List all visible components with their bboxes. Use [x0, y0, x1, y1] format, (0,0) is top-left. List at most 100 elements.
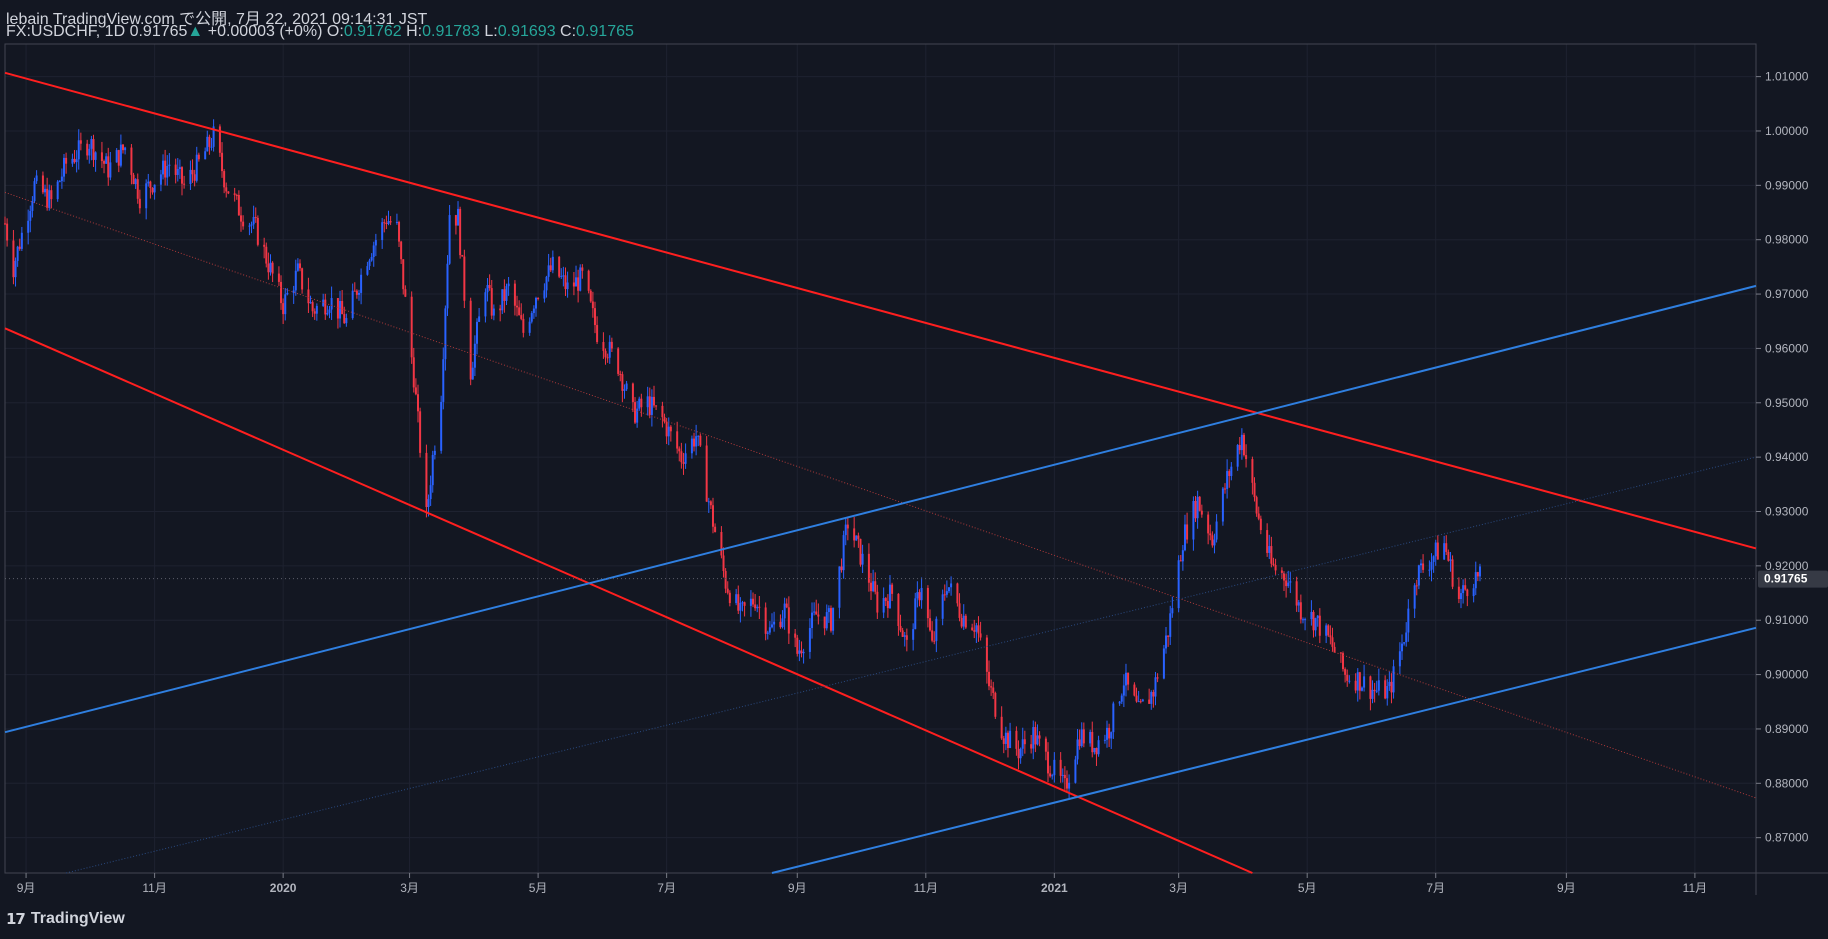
candle-body	[1474, 572, 1477, 589]
candle-body	[783, 603, 786, 619]
candle-body	[610, 341, 613, 349]
price-axis[interactable]: 1.01000 1.00000 0.99000 0.98000 0.97000 0.960…	[1756, 70, 1809, 845]
candle-body	[1401, 643, 1404, 652]
candle-body	[20, 232, 23, 249]
candle-body	[1200, 510, 1203, 515]
candle-body	[697, 435, 700, 437]
candle-body	[726, 588, 729, 593]
candle-body	[728, 592, 731, 604]
candle-body	[478, 316, 481, 322]
candle-body	[242, 221, 245, 227]
candle-body	[448, 215, 451, 264]
candle-body	[724, 571, 727, 589]
candle-body	[962, 615, 965, 627]
candle-body	[1287, 582, 1290, 587]
candle-body	[343, 314, 346, 324]
candle-body	[56, 181, 59, 200]
candle-body	[499, 308, 502, 311]
candle-body	[1377, 680, 1380, 691]
candle-body	[551, 256, 554, 271]
candle-body	[1295, 581, 1298, 606]
candle-body	[947, 587, 950, 592]
price-tick-label: 0.97000	[1765, 287, 1809, 301]
candle-body	[1015, 730, 1018, 749]
candle-body	[1124, 672, 1127, 686]
candle-body	[298, 263, 301, 269]
candle-body	[768, 627, 771, 633]
candle-body	[964, 615, 967, 628]
candle-body	[427, 499, 430, 508]
candle-body	[1108, 727, 1111, 739]
candle-body	[330, 298, 333, 310]
candle-body	[591, 301, 594, 309]
candle-body	[929, 618, 932, 631]
candle-body	[707, 501, 710, 503]
candle-body	[975, 625, 978, 632]
candle-body	[1251, 459, 1254, 483]
candle-body	[1000, 716, 1003, 739]
candle-body	[419, 411, 422, 453]
candle-body	[444, 308, 447, 360]
candle-body	[857, 535, 860, 539]
candle-body	[265, 246, 268, 264]
candle-body	[1348, 680, 1351, 682]
blue-trendline[interactable]	[771, 626, 1757, 874]
red-dotted-midline[interactable]	[4, 191, 1757, 799]
candle-body	[897, 593, 900, 626]
candle-body	[60, 176, 63, 182]
candle-body	[404, 289, 407, 297]
candle-body	[433, 450, 436, 455]
candle-body	[1226, 471, 1229, 489]
tradingview-logo[interactable]: 𝟭𝟳 TradingView	[6, 910, 125, 928]
candle-body	[117, 150, 120, 166]
candle-body	[1375, 690, 1378, 692]
candle-body	[1388, 681, 1391, 687]
candle-body	[1268, 546, 1271, 553]
candle-body	[294, 270, 297, 291]
red-trendline[interactable]	[4, 71, 1757, 550]
trendlines[interactable]	[4, 71, 1757, 874]
candle-body	[861, 553, 864, 565]
candle-body	[1177, 560, 1180, 609]
current-price-label: 0.91765	[1758, 570, 1828, 588]
candle-body	[1179, 560, 1182, 562]
candle-body	[625, 383, 628, 390]
candle-body	[787, 607, 790, 634]
candle-body	[870, 582, 873, 592]
candle-body	[1405, 632, 1408, 643]
candle-body	[29, 210, 32, 221]
blue-dotted-midline[interactable]	[65, 456, 1757, 874]
candle-body	[94, 152, 97, 160]
candle-body	[429, 485, 432, 500]
high-value: 0.91783	[422, 23, 480, 40]
candle-body	[648, 396, 651, 415]
candle-body	[1221, 488, 1224, 522]
candle-body	[634, 402, 637, 423]
candle-body	[313, 311, 316, 314]
red-trendline[interactable]	[4, 327, 1253, 874]
candle-body	[315, 305, 318, 314]
candle-body	[604, 350, 607, 358]
candle-body	[575, 277, 578, 287]
candle-body	[1167, 635, 1170, 637]
candle-body	[817, 614, 820, 617]
candle-body	[100, 152, 103, 162]
candle-body	[1390, 681, 1393, 693]
candle-body	[709, 501, 712, 506]
candle-body	[280, 281, 283, 304]
candle-body	[534, 297, 537, 309]
blue-trendline[interactable]	[4, 284, 1757, 734]
candle-body	[1074, 759, 1077, 783]
candle-body	[1082, 729, 1085, 744]
time-axis[interactable]: 9月 11月 2020 3月 5月 7月 9月 11月 2021 3月 5月 7月 9月 11月	[17, 873, 1707, 895]
candle-body	[623, 389, 626, 391]
candle-body	[1053, 759, 1056, 776]
price-tick-label: 0.88000	[1765, 776, 1809, 790]
candle-body	[134, 179, 137, 185]
candle-body	[121, 144, 124, 151]
candle-body	[1325, 625, 1328, 636]
candle-body	[65, 157, 68, 164]
candle-body	[581, 267, 584, 271]
publish-info: lebain TradingView.com で公開, 7月 22, 2021 …	[6, 11, 428, 28]
